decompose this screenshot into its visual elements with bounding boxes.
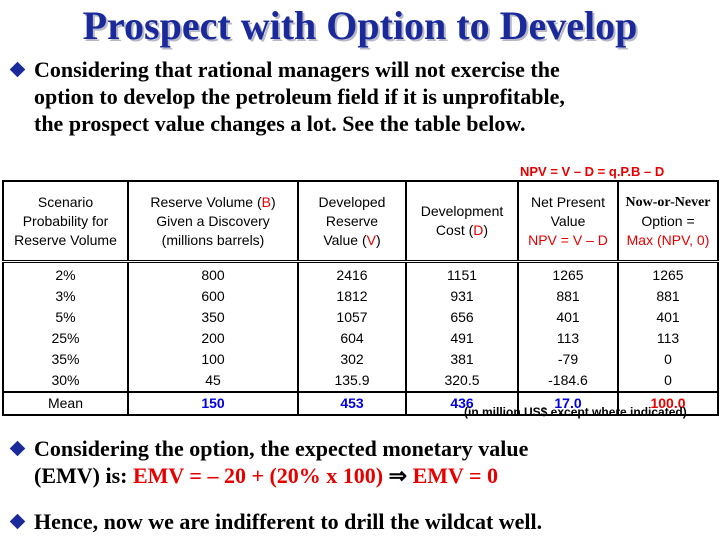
- cell-npv: 401: [518, 307, 619, 328]
- implies-arrow-icon: ⇒: [388, 463, 408, 488]
- cell-npv: -184.6: [518, 370, 619, 392]
- diamond-bullet-icon: [9, 513, 26, 530]
- cell-reserve: 600: [128, 286, 299, 307]
- bullet-1-line-3: the prospect value changes a lot. See th…: [34, 111, 526, 136]
- diamond-bullet-icon: [9, 61, 26, 78]
- cell-option: 113: [618, 328, 719, 349]
- cell-probability: 5%: [2, 307, 129, 328]
- diamond-bullet-icon: [9, 440, 26, 457]
- cell-probability: 3%: [2, 286, 129, 307]
- table-row: 25% 200 604 491 113 113: [2, 328, 719, 349]
- header-line: Reserve Volume: [14, 231, 117, 248]
- header-developed-value: Developed Reserve Value (V): [298, 180, 407, 263]
- bullet-2-line-1: Considering the option, the expected mon…: [34, 436, 529, 461]
- cell-cost: 1151: [406, 261, 519, 286]
- cell-probability: 25%: [2, 328, 129, 349]
- cell-npv: 881: [518, 286, 619, 307]
- header-line: Now-or-Never: [625, 194, 711, 210]
- cell-probability: 30%: [2, 370, 129, 392]
- table-row: 5% 350 1057 656 401 401: [2, 307, 719, 328]
- cell-cost: 931: [406, 286, 519, 307]
- cell-value: 1812: [298, 286, 407, 307]
- cell-value: 604: [298, 328, 407, 349]
- cell-option: 0: [618, 370, 719, 392]
- header-line: Value (V): [323, 231, 381, 248]
- cell-reserve: 350: [128, 307, 299, 328]
- cell-mean-label: Mean: [2, 391, 129, 416]
- header-line: Scenario: [37, 193, 94, 210]
- header-line: Option =: [641, 212, 695, 229]
- header-line: Value: [550, 212, 586, 229]
- table-header-row: Scenario Probability for Reserve Volume …: [2, 180, 719, 263]
- header-line: Development: [420, 203, 504, 219]
- cell-mean-option: 100.0: [618, 391, 719, 416]
- emv-result: EMV = 0: [412, 463, 499, 488]
- cell-option: 881: [618, 286, 719, 307]
- bullet-1-line-2: option to develop the petroleum field if…: [34, 84, 565, 109]
- header-scenario: Scenario Probability for Reserve Volume: [2, 180, 129, 263]
- emv-formula: EMV = – 20 + (20% x 100): [132, 463, 384, 488]
- bullet-2: Considering the option, the expected mon…: [8, 435, 528, 489]
- bullet-1-line-1: Considering that rational managers will …: [34, 57, 560, 82]
- emv-prefix: (EMV) is:: [34, 463, 133, 488]
- cell-probability: 2%: [2, 261, 129, 286]
- cell-option: 401: [618, 307, 719, 328]
- cell-option: 0: [618, 349, 719, 370]
- bullet-1: Considering that rational managers will …: [8, 56, 565, 137]
- cell-npv: 1265: [518, 261, 619, 286]
- bullet-3: Hence, now we are indifferent to drill t…: [8, 508, 542, 535]
- bullet-2-line-2: (EMV) is: EMV = – 20 + (20% x 100) ⇒ EMV…: [8, 462, 528, 489]
- header-option: Now-or-Never Option = Max (NPV, 0): [618, 180, 719, 263]
- header-line: NPV = V – D: [528, 231, 608, 248]
- cell-npv: -79: [518, 349, 619, 370]
- cell-reserve: 800: [128, 261, 299, 286]
- header-line: Given a Discovery: [156, 212, 270, 229]
- cell-value: 302: [298, 349, 407, 370]
- cell-value: 2416: [298, 261, 407, 286]
- header-line: Max (NPV, 0): [626, 231, 710, 248]
- cell-npv: 113: [518, 328, 619, 349]
- cell-mean-cost: 436: [406, 391, 519, 416]
- header-line: Developed: [318, 193, 386, 210]
- header-development-cost: Development Cost (D): [406, 180, 519, 263]
- cell-mean-value: 453: [298, 391, 407, 416]
- header-reserve-volume: Reserve Volume (B) Given a Discovery (mi…: [128, 180, 299, 263]
- header-npv: Net Present Value NPV = V – D: [518, 180, 619, 263]
- cell-cost: 656: [406, 307, 519, 328]
- cell-reserve: 45: [128, 370, 299, 392]
- npv-formula: NPV = V – D = q.P.B – D: [520, 164, 665, 179]
- mean-row: Mean 150 453 436 17.0 100.0: [2, 391, 719, 416]
- cell-option: 1265: [618, 261, 719, 286]
- header-line: Cost (D): [435, 222, 489, 238]
- bullet-3-line-1: Hence, now we are indifferent to drill t…: [34, 509, 543, 534]
- cell-value: 135.9: [298, 370, 407, 392]
- cell-probability: 35%: [2, 349, 129, 370]
- cell-value: 1057: [298, 307, 407, 328]
- header-line: Reserve: [325, 212, 379, 229]
- table-row: 35% 100 302 381 -79 0: [2, 349, 719, 370]
- header-line: (millions barrels): [161, 231, 265, 248]
- table-row: 2% 800 2416 1151 1265 1265: [2, 261, 719, 286]
- cell-mean-npv: 17.0: [518, 391, 619, 416]
- cell-cost: 381: [406, 349, 519, 370]
- table-row: 30% 45 135.9 320.5 -184.6 0: [2, 370, 719, 392]
- cell-reserve: 200: [128, 328, 299, 349]
- header-line: Net Present: [531, 193, 605, 210]
- cell-reserve: 100: [128, 349, 299, 370]
- cell-cost: 491: [406, 328, 519, 349]
- units-note: (in million US$ except where indicated): [464, 405, 687, 419]
- scenario-table: Scenario Probability for Reserve Volume …: [2, 180, 719, 416]
- cell-mean-reserve: 150: [128, 391, 299, 416]
- header-line: Probability for: [22, 212, 109, 229]
- cell-cost: 320.5: [406, 370, 519, 392]
- table-row: 3% 600 1812 931 881 881: [2, 286, 719, 307]
- slide-title: Prospect with Option to Develop: [82, 3, 638, 48]
- header-line: Reserve Volume (B): [150, 193, 276, 210]
